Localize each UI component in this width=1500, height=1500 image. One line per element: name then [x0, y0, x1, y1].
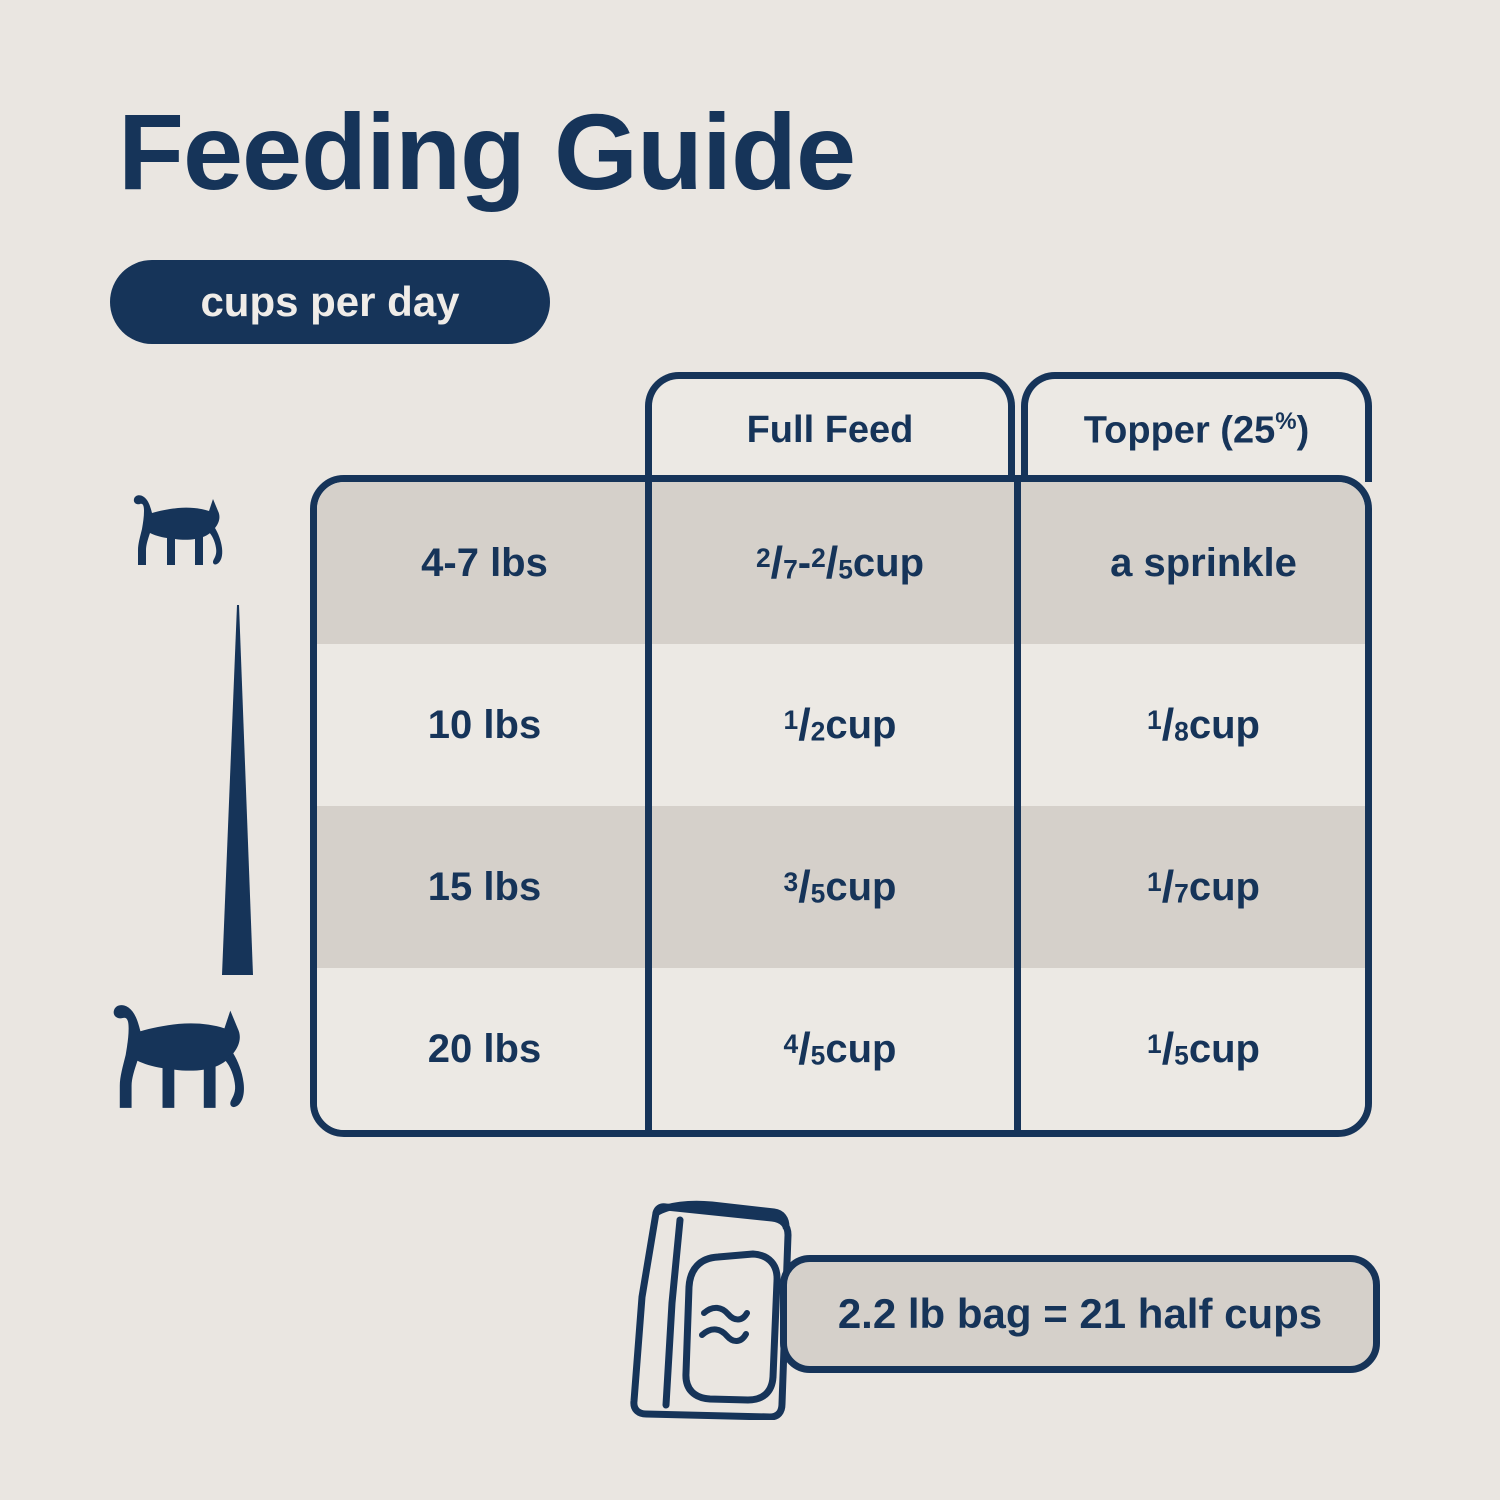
- cat-silhouette-large-icon: [88, 990, 268, 1135]
- table-row-background: [317, 968, 1365, 1130]
- table-row-background: [317, 482, 1365, 644]
- size-scale-wedge-icon: [220, 605, 256, 985]
- bag-note-pill: 2.2 lb bag = 21 half cups: [780, 1255, 1380, 1373]
- cell-weight: 10 lbs: [427, 702, 542, 747]
- footer-note: 2.2 lb bag = 21 half cups: [620, 1195, 1380, 1421]
- column-divider-1: [645, 475, 652, 1137]
- cell-topper: 1/5 cup: [1147, 1023, 1260, 1074]
- cell-weight: 20 lbs: [427, 1026, 542, 1071]
- cell-weight: 4-7 lbs: [421, 540, 548, 585]
- table-row-background: [317, 806, 1365, 968]
- cat-size-scale: [70, 470, 300, 1120]
- column-header-topper: Topper (25%): [1021, 372, 1372, 482]
- cell-full-feed: 3/5 cup: [783, 861, 897, 912]
- bag-note-label: 2.2 lb bag = 21 half cups: [837, 1290, 1323, 1337]
- column-divider-2: [1014, 475, 1021, 1137]
- subtitle-badge: cups per day: [110, 260, 550, 344]
- cell-topper: a sprinkle: [1110, 540, 1297, 585]
- cell-weight: 15 lbs: [427, 864, 542, 909]
- cell-full-feed: 1/2 cup: [783, 699, 897, 750]
- feeding-table: Full Feed Topper (25%) 4-7 lbs 2/7 - 2/5 …: [310, 372, 1372, 1137]
- column-header-topper-label: Topper (25%): [1083, 408, 1310, 452]
- subtitle-badge-label: cups per day: [200, 278, 460, 325]
- cat-silhouette-small-icon: [120, 485, 235, 585]
- page-title: Feeding Guide: [118, 91, 856, 212]
- cell-topper: 1/7 cup: [1147, 861, 1260, 912]
- table-row-background: [317, 644, 1365, 806]
- column-header-full-feed: Full Feed: [645, 372, 1015, 482]
- cell-topper: 1/8 cup: [1147, 699, 1260, 750]
- table-body: 4-7 lbs 2/7 - 2/5 cup a sprinkle 10 lbs 1/2 …: [310, 475, 1372, 1137]
- cell-full-feed: 4/5 cup: [783, 1023, 897, 1074]
- cell-full-feed: 2/7 - 2/5 cup: [755, 537, 925, 588]
- pet-food-bag-icon: [620, 1195, 830, 1425]
- column-header-full-feed-label: Full Feed: [746, 409, 914, 451]
